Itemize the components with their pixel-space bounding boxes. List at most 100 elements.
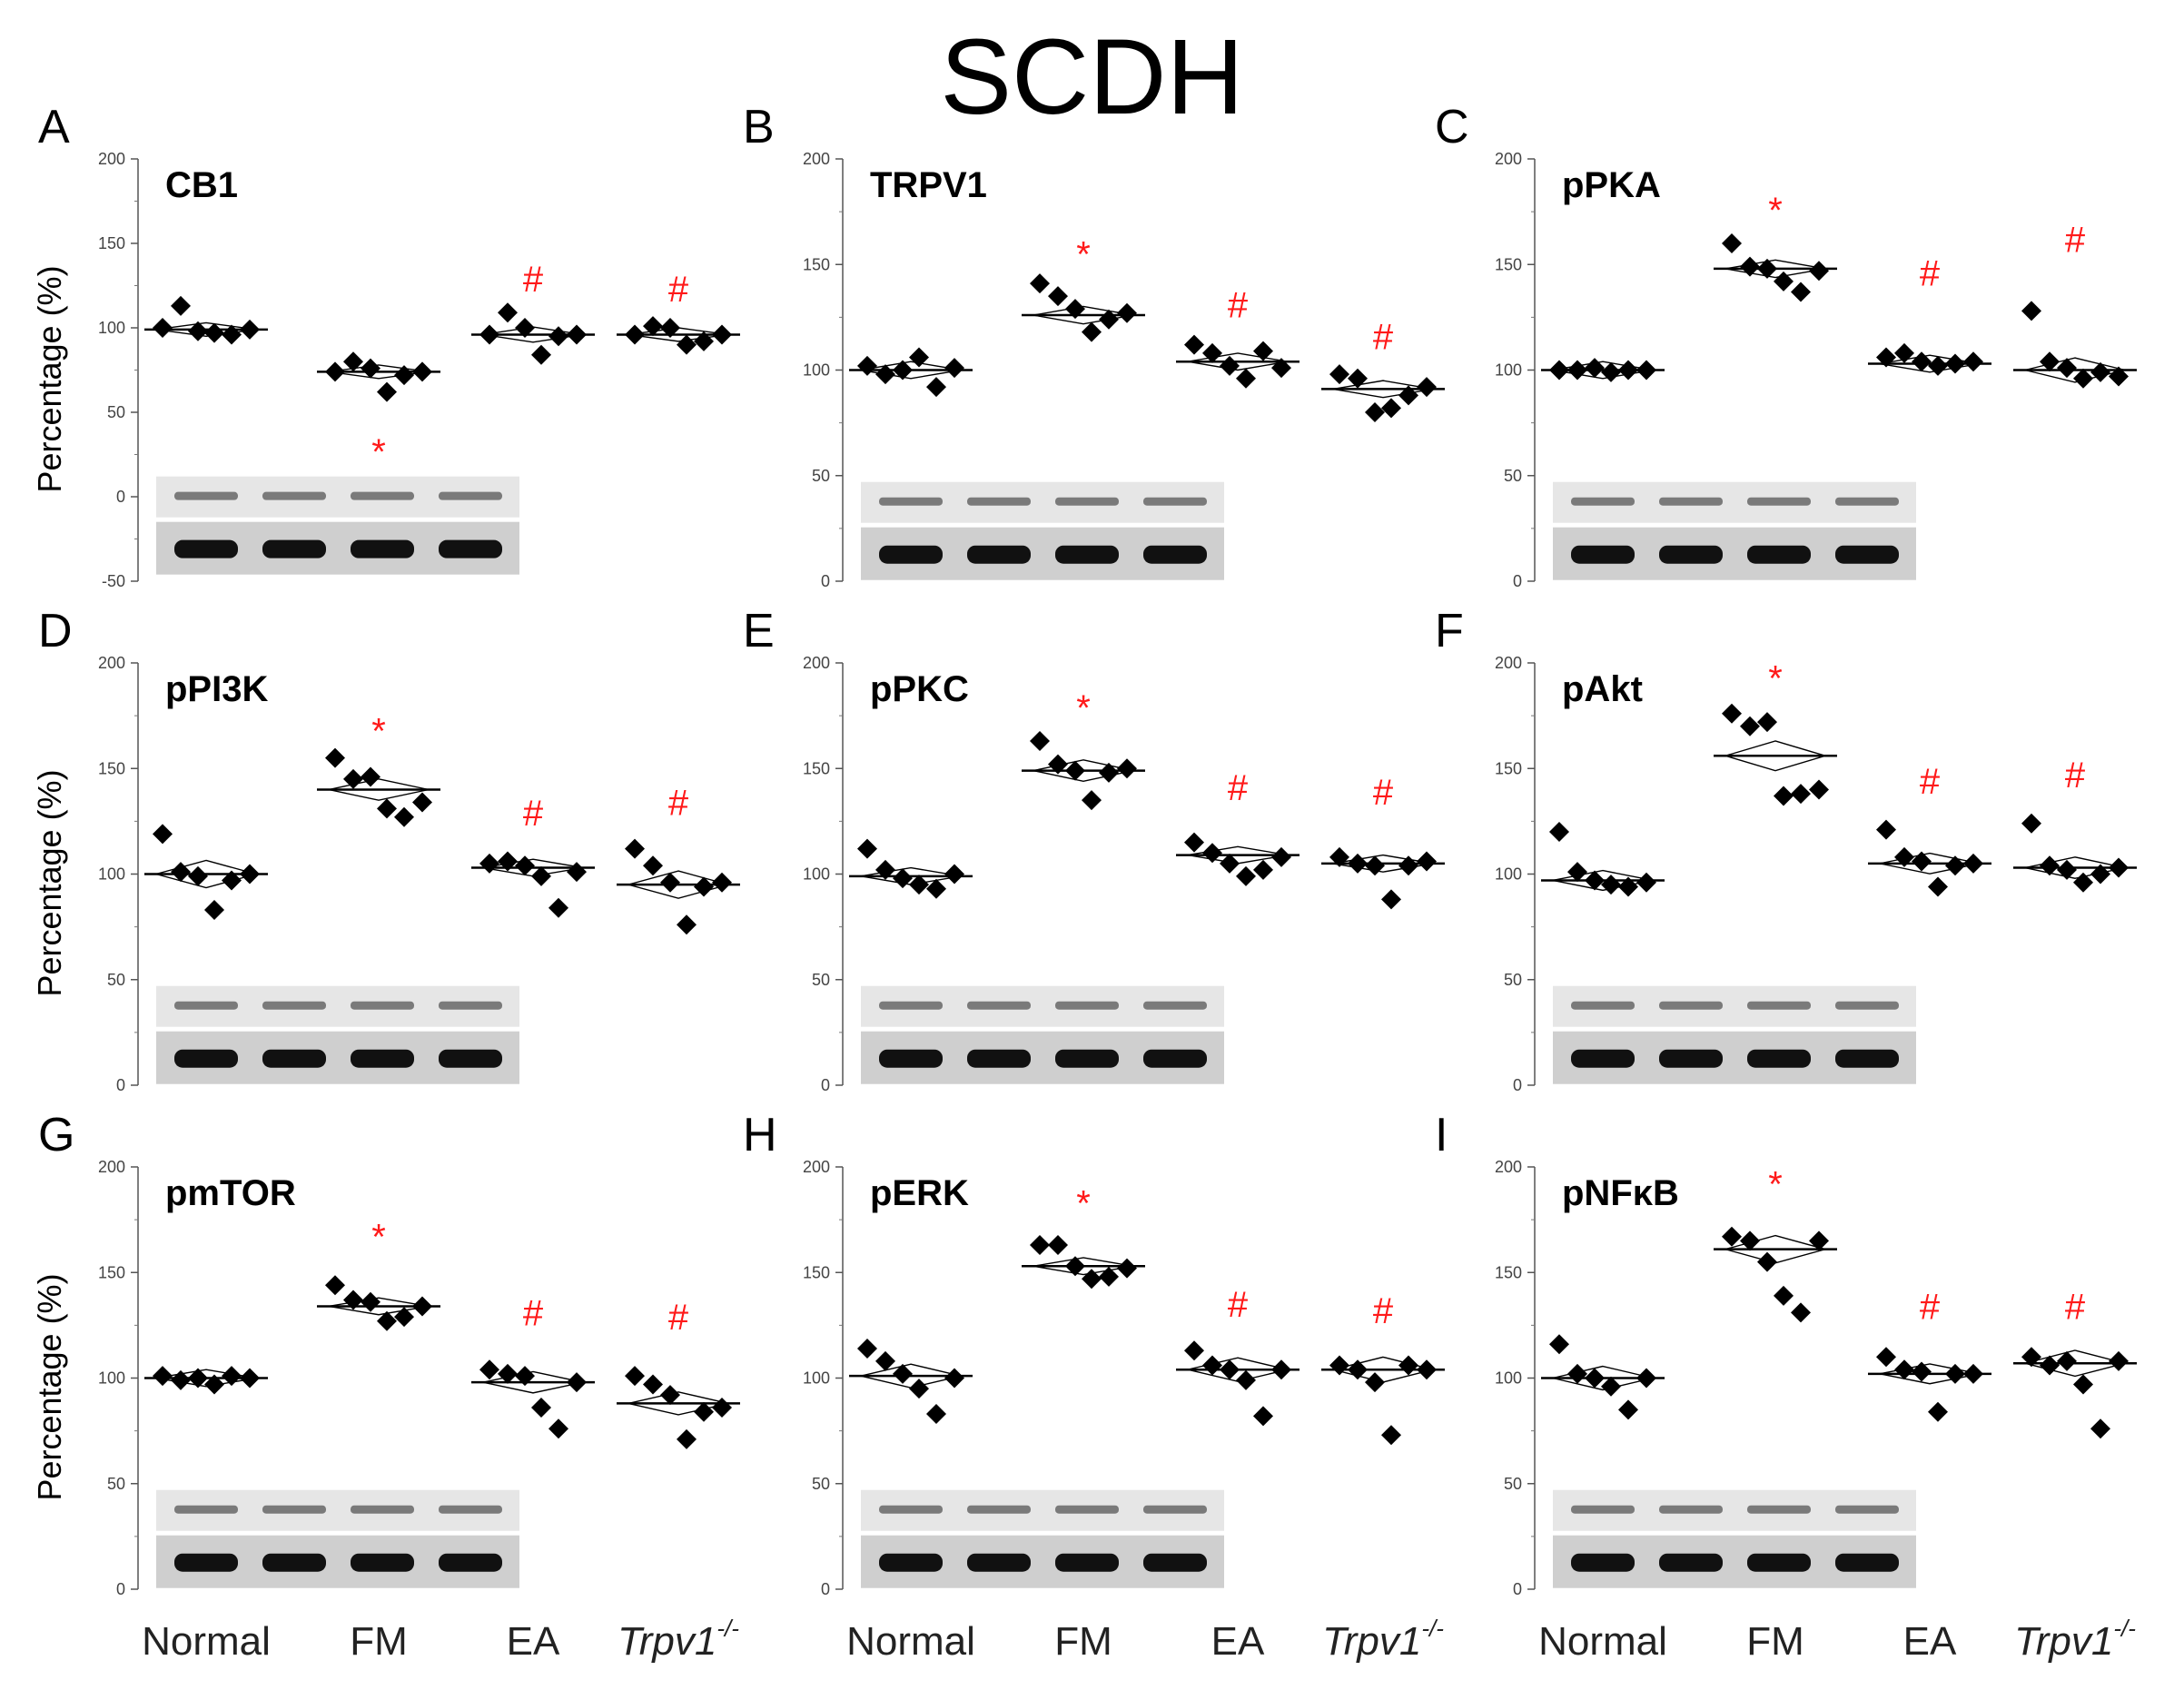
- significance-hash: #: [523, 1293, 544, 1333]
- blot-band: [1659, 1001, 1723, 1010]
- blot-band: [1747, 1001, 1811, 1010]
- significance-star: *: [371, 432, 386, 472]
- data-point: [394, 806, 414, 827]
- panel-letter: F: [1435, 605, 1464, 657]
- data-point: [1928, 876, 1948, 897]
- figure-title: SCDH: [940, 17, 1244, 137]
- data-point: [926, 878, 946, 899]
- data-point: [498, 302, 518, 323]
- significance-star: *: [1768, 658, 1783, 698]
- significance-hash: #: [523, 794, 544, 834]
- blot-band: [262, 1001, 326, 1010]
- data-point: [325, 1275, 345, 1296]
- blot-band: [1747, 497, 1811, 506]
- data-point: [240, 319, 260, 340]
- blot-band: [879, 497, 943, 506]
- data-point: [944, 864, 964, 885]
- data-point: [188, 1368, 208, 1389]
- data-point: [479, 853, 499, 874]
- data-point: [1398, 1355, 1418, 1376]
- data-point: [498, 851, 518, 872]
- data-point: [1348, 1359, 1368, 1380]
- blot-band: [1143, 545, 1207, 564]
- blot-band: [967, 497, 1031, 506]
- data-point: [857, 1338, 877, 1359]
- data-point: [1791, 784, 1811, 805]
- blot-band: [967, 1049, 1031, 1068]
- data-point: [1963, 1363, 1983, 1384]
- blot-band: [174, 1049, 238, 1068]
- blot-band: [1143, 1001, 1207, 1010]
- data-point: [1636, 1368, 1656, 1389]
- data-point: [1928, 355, 1948, 376]
- panel-letter: B: [743, 101, 775, 153]
- y-axis-label: Percentage (%): [31, 265, 68, 492]
- y-tick-label: 0: [116, 1580, 125, 1598]
- data-point: [1202, 1355, 1222, 1376]
- blot-band: [1055, 1049, 1119, 1068]
- y-axis-label: Percentage (%): [31, 769, 68, 996]
- data-point: [1417, 1359, 1437, 1380]
- y-tick-label: 200: [803, 150, 830, 168]
- significance-hash: #: [2065, 756, 2086, 796]
- data-point: [1740, 716, 1760, 736]
- data-point: [204, 1374, 224, 1395]
- y-tick-label: 0: [821, 572, 830, 590]
- genotype-superscript: -/-: [1421, 1615, 1444, 1642]
- distribution-outline: [153, 859, 259, 889]
- data-point: [240, 864, 260, 885]
- y-tick-label: 100: [98, 319, 125, 337]
- data-point: [1365, 855, 1385, 876]
- data-point: [1048, 286, 1068, 307]
- data-point: [2057, 1350, 2077, 1371]
- blot-band: [1143, 1553, 1207, 1572]
- data-point: [1963, 351, 1983, 372]
- data-point: [153, 824, 173, 845]
- blot-band: [439, 1001, 502, 1010]
- y-tick-label: 0: [1513, 572, 1522, 590]
- panel-title: pNFκB: [1562, 1173, 1679, 1213]
- blot-band: [351, 1049, 414, 1068]
- y-tick-label: 0: [116, 1076, 125, 1094]
- data-point: [1740, 1230, 1760, 1251]
- blot-band: [439, 491, 502, 500]
- blot-band: [351, 539, 414, 558]
- data-point: [1585, 1368, 1605, 1389]
- y-tick-label: 150: [98, 759, 125, 777]
- blot-band: [1571, 1001, 1635, 1010]
- significance-hash: #: [1228, 285, 1249, 325]
- data-point: [1329, 364, 1349, 385]
- x-group-label: Trpv1-/-: [618, 1615, 739, 1664]
- data-point: [1220, 1359, 1240, 1380]
- y-tick-label: 150: [803, 255, 830, 273]
- panel-title: pERK: [870, 1173, 969, 1213]
- y-tick-label: 0: [821, 1580, 830, 1598]
- data-point: [498, 1363, 518, 1384]
- blot-band: [439, 539, 502, 558]
- distribution-outline: [1033, 759, 1134, 783]
- distribution-outline: [2024, 357, 2126, 383]
- panel-title: pPI3K: [165, 669, 268, 709]
- significance-hash: #: [668, 1298, 689, 1338]
- significance-hash: #: [668, 270, 689, 310]
- blot-band: [439, 1049, 502, 1068]
- y-tick-label: 50: [1504, 467, 1522, 485]
- blot-band: [1143, 1505, 1207, 1514]
- distribution-outline: [1552, 869, 1654, 892]
- data-point: [1945, 353, 1965, 374]
- blot-band: [1659, 1049, 1723, 1068]
- distribution-outline: [482, 326, 584, 343]
- data-point: [515, 1366, 535, 1387]
- blot-band: [1055, 1001, 1119, 1010]
- data-point: [893, 1363, 913, 1384]
- data-point: [643, 316, 663, 337]
- data-point: [515, 318, 535, 338]
- data-point: [1365, 1372, 1385, 1393]
- data-point: [1894, 1359, 1914, 1380]
- data-point: [1722, 233, 1742, 253]
- y-tick-label: 50: [107, 1475, 125, 1493]
- data-point: [926, 377, 946, 398]
- data-point: [1757, 712, 1777, 733]
- distribution-outline: [1879, 852, 1981, 875]
